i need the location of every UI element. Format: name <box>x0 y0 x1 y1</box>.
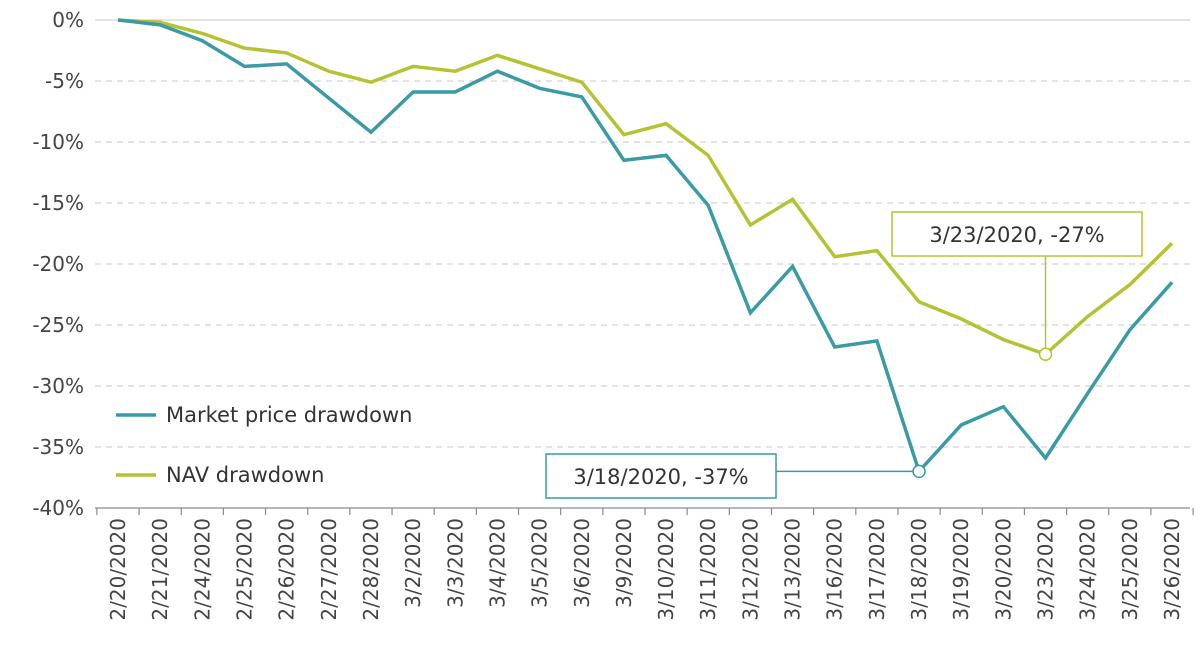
x-tick-label: 2/25/2020 <box>232 518 256 621</box>
legend-label-market-price: Market price drawdown <box>166 403 412 427</box>
x-tick-label: 3/19/2020 <box>949 518 973 621</box>
x-tick-label: 3/9/2020 <box>612 518 636 608</box>
y-axis-tick-labels: 0% -5% -10% -15% -20% -25% -30% -35% -40% <box>32 8 84 520</box>
x-axis-tick-labels: 2/20/2020 2/21/2020 2/24/2020 2/25/2020 2/26… <box>106 518 1184 621</box>
grid-lines <box>95 19 1190 448</box>
legend: Market price drawdown NAV drawdown <box>116 403 412 487</box>
x-tick-label: 3/13/2020 <box>781 518 805 621</box>
callouts: 3/18/2020, -37% 3/23/2020, -27% <box>545 211 1143 499</box>
callout-box-nav-min <box>891 211 1143 257</box>
x-tick-label: 2/27/2020 <box>317 518 341 621</box>
callout-label-nav-min: 3/23/2020, -27% <box>929 223 1104 247</box>
x-tick-label: 3/6/2020 <box>570 518 594 608</box>
callout-box-market-min <box>545 453 777 499</box>
y-tick-label: -25% <box>32 313 84 337</box>
callout-marker-market-min <box>912 464 926 479</box>
x-tick-label: 3/20/2020 <box>991 518 1015 621</box>
series-lines <box>117 18 1174 475</box>
y-tick-label: -30% <box>32 374 84 398</box>
x-tick-label: 3/23/2020 <box>1034 518 1058 621</box>
x-tick-label: 2/24/2020 <box>190 518 214 621</box>
x-tick-label: 3/10/2020 <box>654 518 678 621</box>
callout-label-market-min: 3/18/2020, -37% <box>573 465 748 489</box>
x-tick-label: 3/2/2020 <box>401 518 425 608</box>
y-tick-label: -15% <box>32 191 84 215</box>
x-tick-label: 3/18/2020 <box>907 518 931 621</box>
y-tick-label: -35% <box>32 435 84 459</box>
x-tick-label: 2/20/2020 <box>106 518 130 621</box>
x-tick-label: 3/24/2020 <box>1076 518 1100 621</box>
x-tick-label: 3/3/2020 <box>443 518 467 608</box>
x-axis <box>95 507 1194 515</box>
x-tick-label: 3/12/2020 <box>738 518 762 621</box>
series-line-1 <box>117 18 1174 357</box>
y-tick-label: -10% <box>32 130 84 154</box>
y-tick-label: -40% <box>32 496 84 520</box>
y-tick-label: -5% <box>45 69 84 93</box>
x-tick-label: 3/26/2020 <box>1160 518 1184 621</box>
x-tick-label: 2/28/2020 <box>359 518 383 621</box>
legend-label-nav: NAV drawdown <box>166 463 324 487</box>
y-tick-label: -20% <box>32 252 84 276</box>
y-tick-label: 0% <box>52 8 84 32</box>
x-tick-label: 3/16/2020 <box>823 518 847 621</box>
x-tick-label: 2/26/2020 <box>275 518 299 621</box>
x-tick-label: 3/5/2020 <box>528 518 552 608</box>
callout-marker-nav-min <box>1038 347 1053 362</box>
x-tick-label: 3/4/2020 <box>485 518 509 608</box>
x-tick-label: 3/25/2020 <box>1118 518 1142 621</box>
x-tick-label: 2/21/2020 <box>148 518 172 621</box>
x-tick-label: 3/11/2020 <box>696 518 720 621</box>
series-line-0 <box>117 18 1174 475</box>
x-tick-label: 3/17/2020 <box>865 518 889 621</box>
